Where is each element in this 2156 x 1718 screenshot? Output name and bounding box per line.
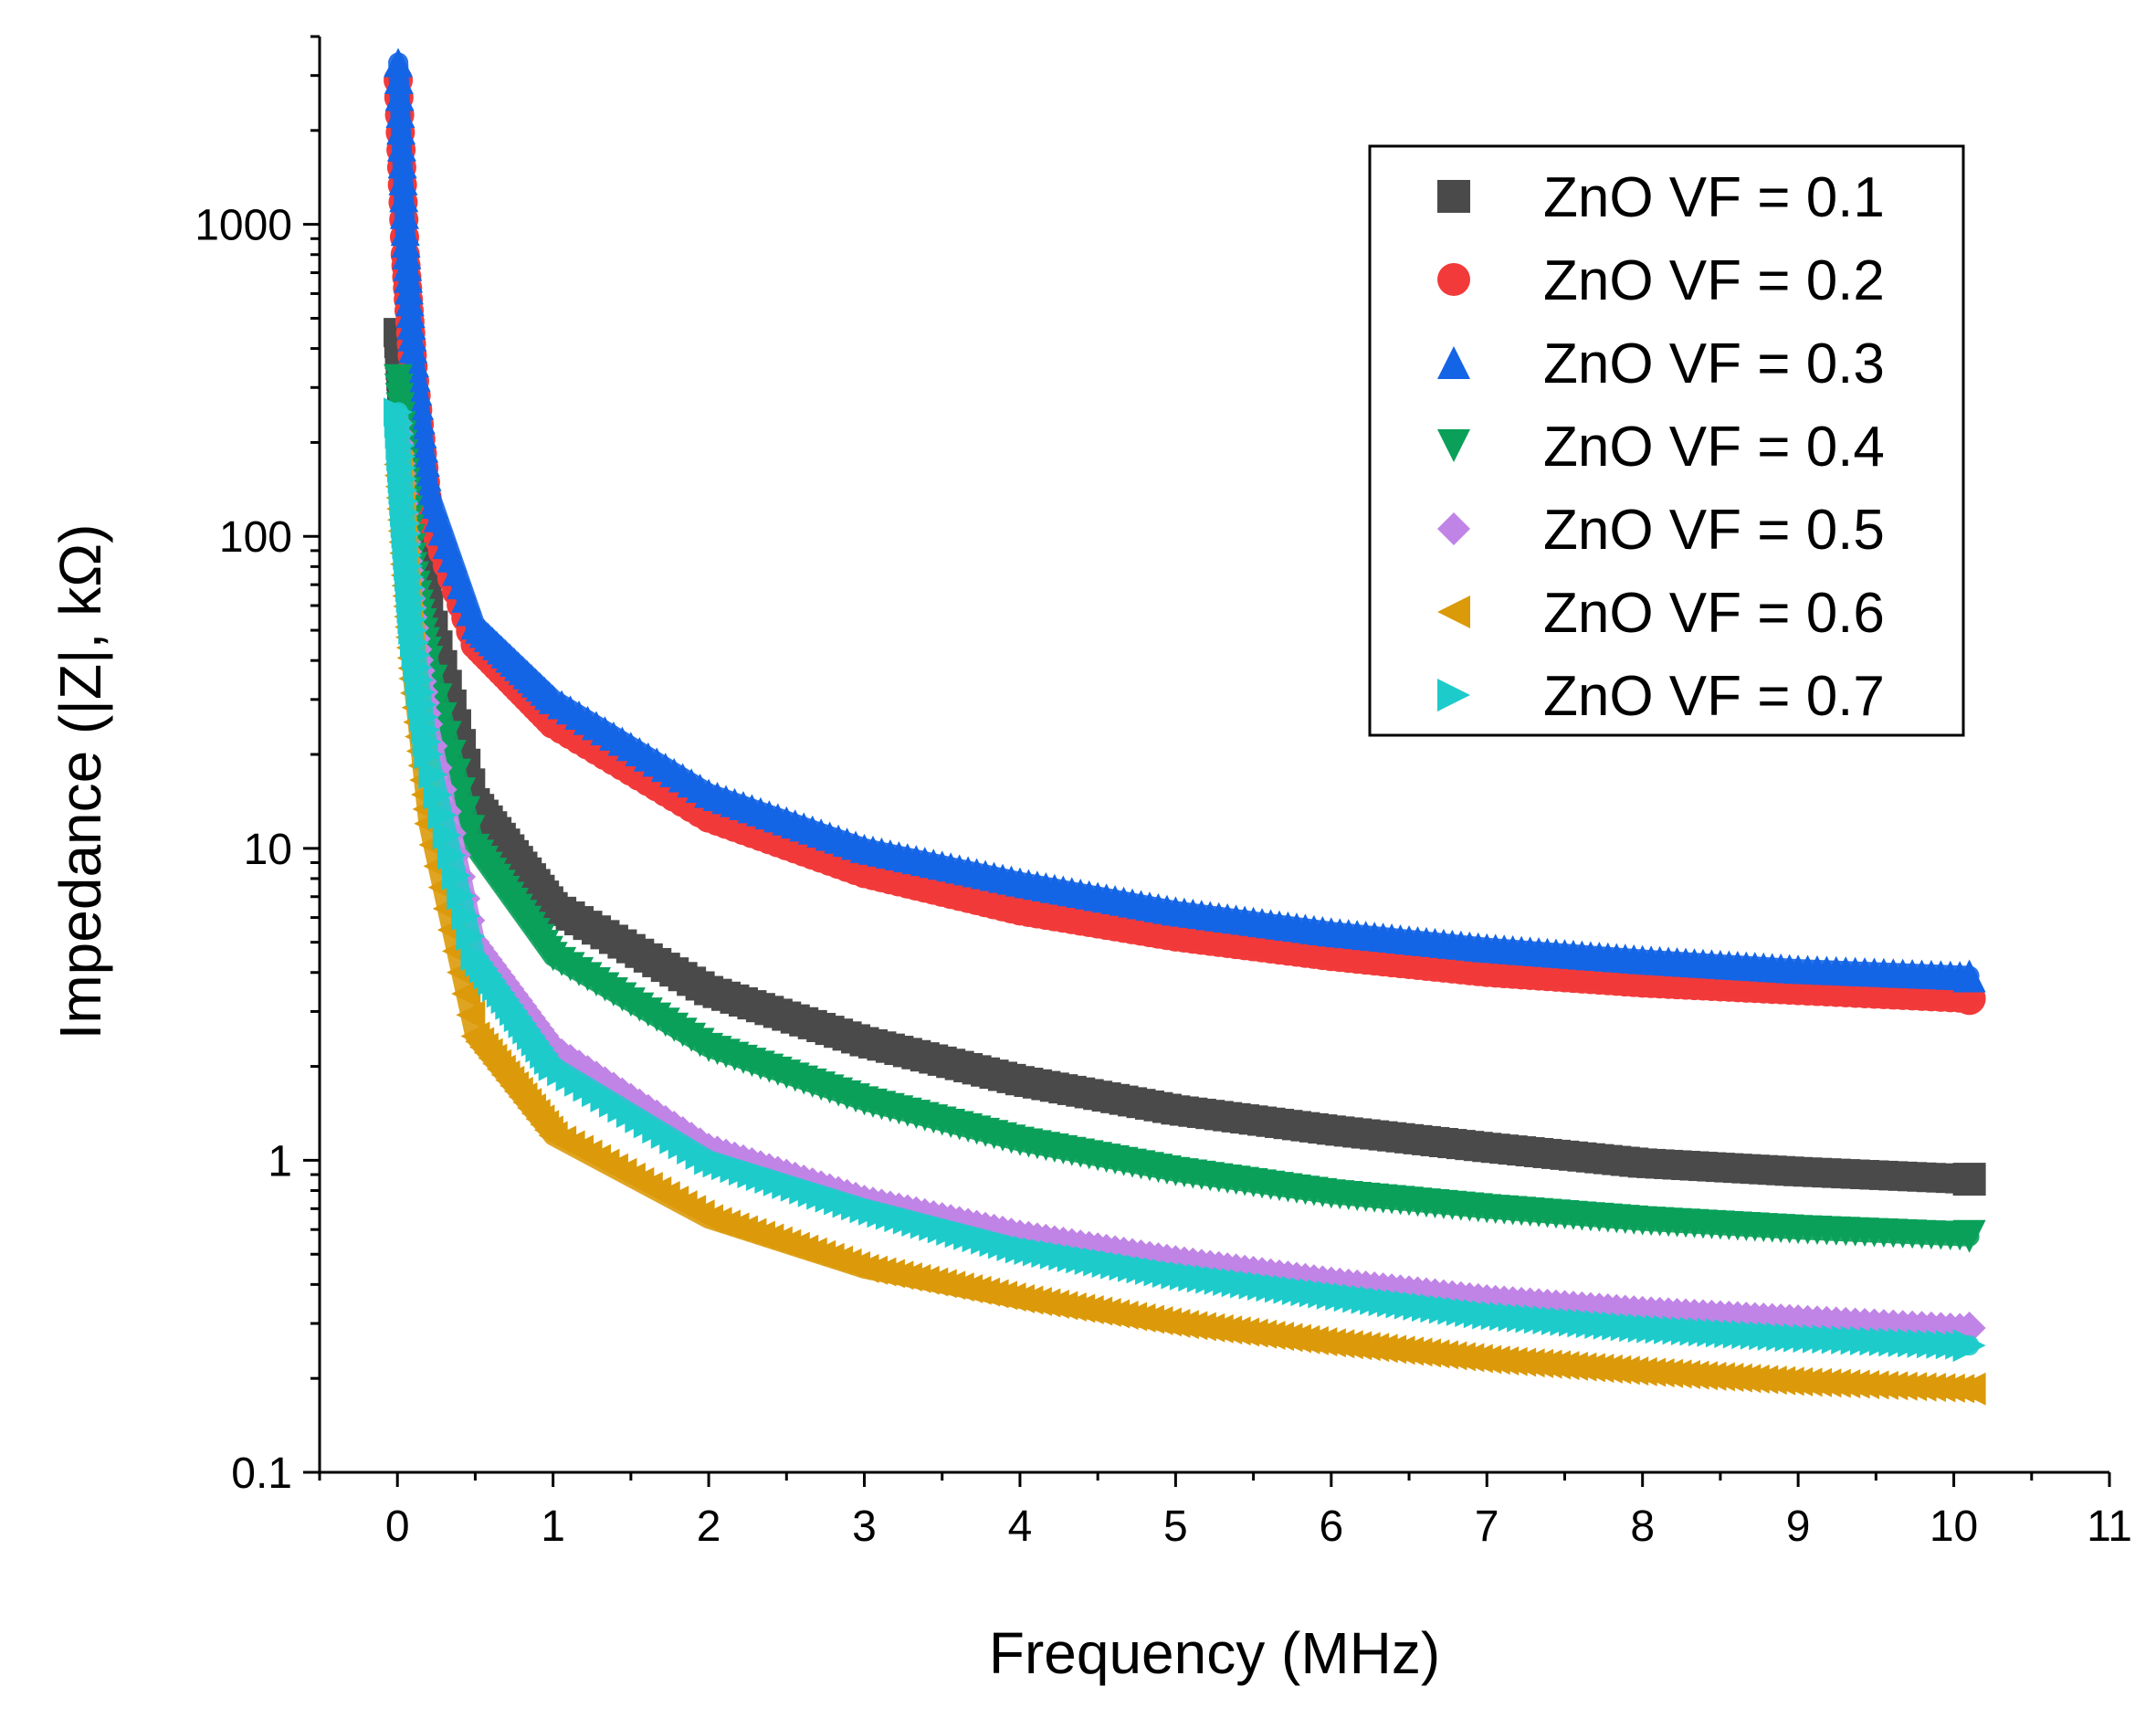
legend-label: ZnO VF = 0.1 xyxy=(1543,166,1885,229)
y-tick-label: 1 xyxy=(268,1137,292,1186)
legend-label: ZnO VF = 0.6 xyxy=(1543,582,1885,645)
legend-marker xyxy=(1437,180,1470,213)
legend: ZnO VF = 0.1 ZnO VF = 0.2 ZnO VF = 0.3 ZnO … xyxy=(1368,144,1965,737)
legend-box xyxy=(1368,144,1965,737)
series-7-band xyxy=(388,402,1980,1356)
legend-label: ZnO VF = 0.7 xyxy=(1543,665,1885,728)
legend-marker xyxy=(1437,679,1470,711)
legend-label: ZnO VF = 0.5 xyxy=(1543,499,1885,562)
x-tick-label: 6 xyxy=(1319,1502,1343,1551)
x-tick-label: 0 xyxy=(385,1502,410,1551)
y-tick-label: 1000 xyxy=(195,202,292,250)
legend-marker xyxy=(1437,346,1470,379)
y-tick-label: 100 xyxy=(219,513,292,562)
x-tick-label: 5 xyxy=(1163,1502,1188,1551)
x-tick-label: 2 xyxy=(697,1502,721,1551)
series-layer xyxy=(384,47,1986,1406)
legend-marker xyxy=(1437,512,1470,545)
legend-item: ZnO VF = 0.7 xyxy=(1437,665,1885,728)
series-3-band xyxy=(388,52,1980,986)
x-tick-label: 3 xyxy=(852,1502,877,1551)
axes-layer: 0 1 2 3 4 5 6 7 8 9 10 11 0.1 1 10 100 1000 xyxy=(195,35,2132,1551)
y-axis-title: Impedance (|Z|, kΩ) xyxy=(47,524,113,1040)
y-tick-label: 10 xyxy=(244,826,292,874)
x-tick-label: 9 xyxy=(1786,1502,1811,1551)
legend-label: ZnO VF = 0.4 xyxy=(1543,416,1885,479)
legend-item: ZnO VF = 0.4 xyxy=(1437,416,1885,479)
legend-label: ZnO VF = 0.2 xyxy=(1543,249,1885,312)
legend-label: ZnO VF = 0.3 xyxy=(1543,332,1885,395)
legend-item: ZnO VF = 0.5 xyxy=(1437,499,1885,562)
x-axis-title: Frequency (MHz) xyxy=(989,1620,1440,1686)
legend-item: ZnO VF = 0.3 xyxy=(1437,332,1885,395)
legend-marker xyxy=(1437,596,1470,628)
x-tick-label: 1 xyxy=(541,1502,565,1551)
x-tick-label: 10 xyxy=(1930,1502,1978,1551)
x-tick-label: 11 xyxy=(2087,1502,2132,1551)
x-tick-label: 7 xyxy=(1475,1502,1499,1551)
y-tick-label: 0.1 xyxy=(231,1449,292,1498)
legend-marker xyxy=(1437,263,1470,296)
legend-marker xyxy=(1437,429,1470,462)
legend-item: ZnO VF = 0.2 xyxy=(1437,249,1885,312)
x-tick-label: 8 xyxy=(1630,1502,1655,1551)
legend-item: ZnO VF = 0.6 xyxy=(1437,582,1885,645)
x-tick-label: 4 xyxy=(1008,1502,1033,1551)
series-3 xyxy=(384,47,1986,993)
series-7 xyxy=(384,397,1986,1363)
legend-item: ZnO VF = 0.1 xyxy=(1437,166,1885,229)
